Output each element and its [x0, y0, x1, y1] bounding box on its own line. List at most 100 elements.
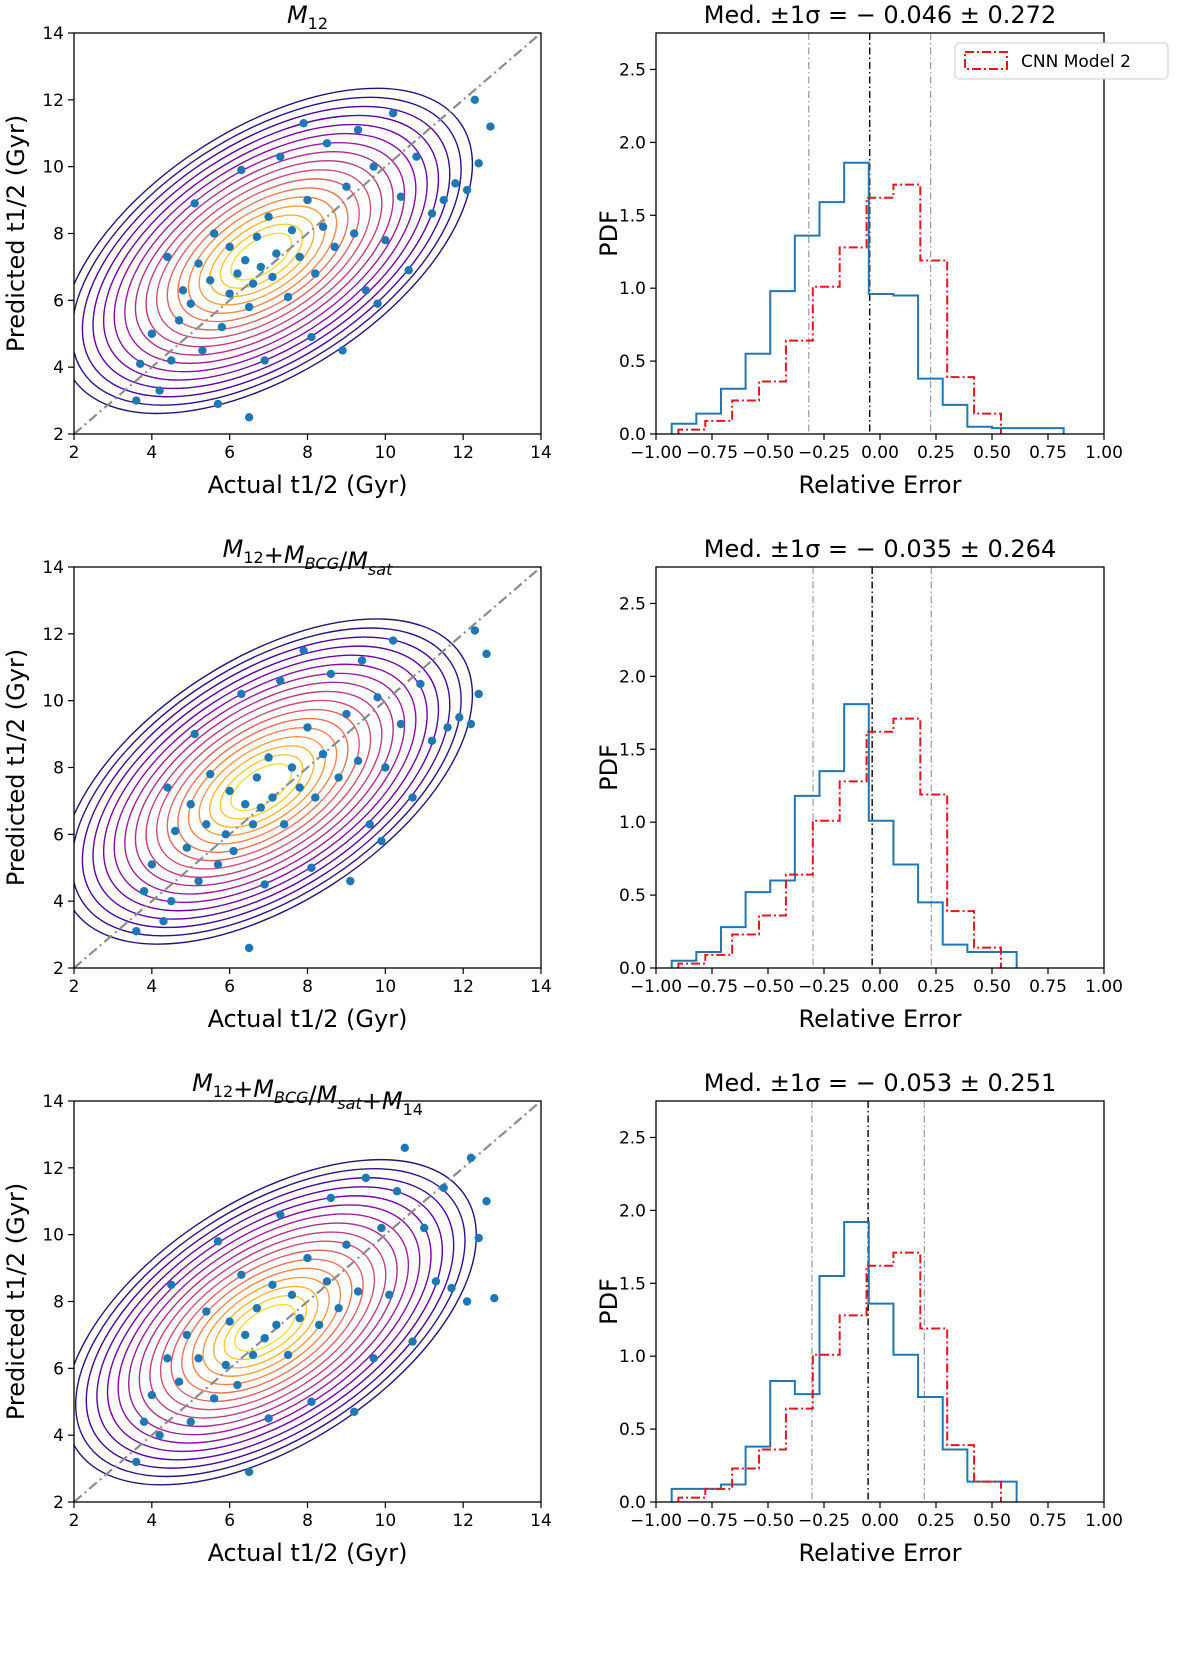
scatter-point: [490, 1293, 499, 1303]
scatter-point: [342, 709, 351, 719]
kde-contour: [212, 1285, 319, 1369]
scatter-point: [474, 1233, 483, 1243]
x-tick-label: −0.75: [686, 1511, 738, 1531]
scatter-point: [264, 1414, 273, 1423]
x-tick-label: −1.00: [630, 443, 682, 463]
y-tick-label: 0.5: [619, 886, 646, 906]
scatter-point: [241, 1330, 250, 1340]
histogram-frame: [655, 32, 1105, 435]
x-tick-label: 14: [530, 977, 552, 997]
histogram-cnn-model-2: [677, 183, 1002, 434]
kde-contour: [198, 205, 326, 306]
scatter-point: [202, 1307, 211, 1316]
x-tick-label: 4: [146, 977, 157, 997]
scatter-point: [342, 1240, 351, 1249]
legend-label: CNN Model 2: [1021, 52, 1131, 72]
scatter-point: [295, 252, 304, 262]
scatter-point: [248, 1350, 258, 1360]
x-tick-label: 8: [302, 443, 313, 463]
scatter-point: [132, 396, 141, 405]
histogram-frame: [655, 566, 1105, 969]
scatter-point: [139, 886, 149, 896]
scatter-point: [190, 199, 199, 208]
y-tick-label: 12: [42, 1159, 64, 1179]
scatter-point: [163, 1354, 172, 1363]
kde-contour: [209, 214, 315, 298]
scatter-point: [342, 182, 351, 191]
y-tick-label: 0.0: [619, 425, 646, 445]
scatter-point: [135, 359, 145, 369]
scatter-point: [268, 1280, 277, 1289]
scatter-point: [276, 676, 285, 685]
scatter-point: [163, 252, 172, 262]
scatter-point: [264, 753, 273, 762]
scatter-point: [388, 636, 398, 645]
scatter-title: M12+MBCG/Msat+M14: [192, 1069, 423, 1119]
scatter-point: [217, 322, 227, 332]
x-tick-label: 12: [452, 1511, 474, 1531]
x-tick-label: 0.50: [973, 977, 1011, 997]
one-to-one-line: [74, 567, 541, 968]
scatter-point: [404, 266, 413, 275]
scatter-point: [248, 820, 258, 829]
y-tick-label: 4: [53, 892, 64, 912]
x-tick-label: −0.75: [686, 977, 738, 997]
kde-contour: [191, 1267, 342, 1386]
scatter-point: [322, 1277, 332, 1286]
scatter-point: [272, 1320, 281, 1330]
x-tick-label: 10: [375, 1511, 397, 1531]
x-tick-label: 1.00: [1085, 443, 1123, 463]
histogram-frame: [655, 1100, 1105, 1503]
y-tick-label: 2: [53, 959, 64, 979]
scatter-point: [272, 249, 281, 258]
scatter-point: [462, 185, 472, 195]
scatter-point: [237, 165, 246, 175]
scatter-point: [470, 626, 480, 635]
x-tick-label: 0.25: [917, 1511, 955, 1531]
scatter-point: [373, 299, 382, 308]
kde-contour: [223, 1294, 308, 1361]
y-tick-label: 10: [42, 692, 64, 712]
scatter-point: [470, 95, 480, 105]
kde-contour: [74, 96, 462, 406]
scatter-point: [322, 139, 332, 148]
scatter-point: [244, 943, 254, 953]
scatter-point: [237, 1270, 246, 1279]
one-to-one-line: [74, 1101, 541, 1502]
y-tick-label: 12: [42, 625, 64, 645]
kde-contour: [230, 232, 293, 281]
scatter-point: [287, 763, 297, 772]
scatter-point: [346, 876, 355, 886]
x-tick-label: 12: [452, 443, 474, 463]
y-tick-label: 14: [42, 24, 64, 44]
scatter-point: [260, 356, 269, 365]
scatter-point: [186, 299, 195, 308]
scatter-point: [369, 1354, 378, 1363]
scatter-point: [155, 1430, 164, 1440]
x-tick-label: 4: [146, 1511, 157, 1531]
scatter-point: [373, 693, 382, 702]
scatter-point: [482, 649, 491, 659]
kde-contour: [81, 105, 451, 398]
histogram-cnn-model-2: [677, 717, 1002, 968]
histogram-title: Med. ±1σ = − 0.046 ± 0.272: [704, 1, 1056, 29]
scatter-point: [225, 289, 234, 298]
legend: CNN Model 2: [954, 42, 1169, 80]
x-tick-label: 10: [375, 977, 397, 997]
scatter-point: [268, 793, 277, 802]
scatter-point: [455, 713, 464, 722]
kde-contour: [74, 1168, 466, 1478]
scatter-point: [283, 1350, 293, 1360]
x-axis-label: Relative Error: [799, 1539, 962, 1567]
x-tick-label: 0.25: [917, 977, 955, 997]
kde-contour: [177, 187, 349, 323]
scatter-point: [167, 896, 176, 906]
scatter-point: [303, 723, 312, 732]
scatter-point: [381, 235, 390, 245]
legend-swatch: [964, 51, 1008, 70]
scatter-point: [388, 109, 398, 118]
kde-contour: [187, 726, 338, 845]
scatter-point: [170, 826, 180, 836]
scatter-point: [314, 1320, 324, 1330]
y-tick-label: 1.5: [619, 1274, 646, 1294]
